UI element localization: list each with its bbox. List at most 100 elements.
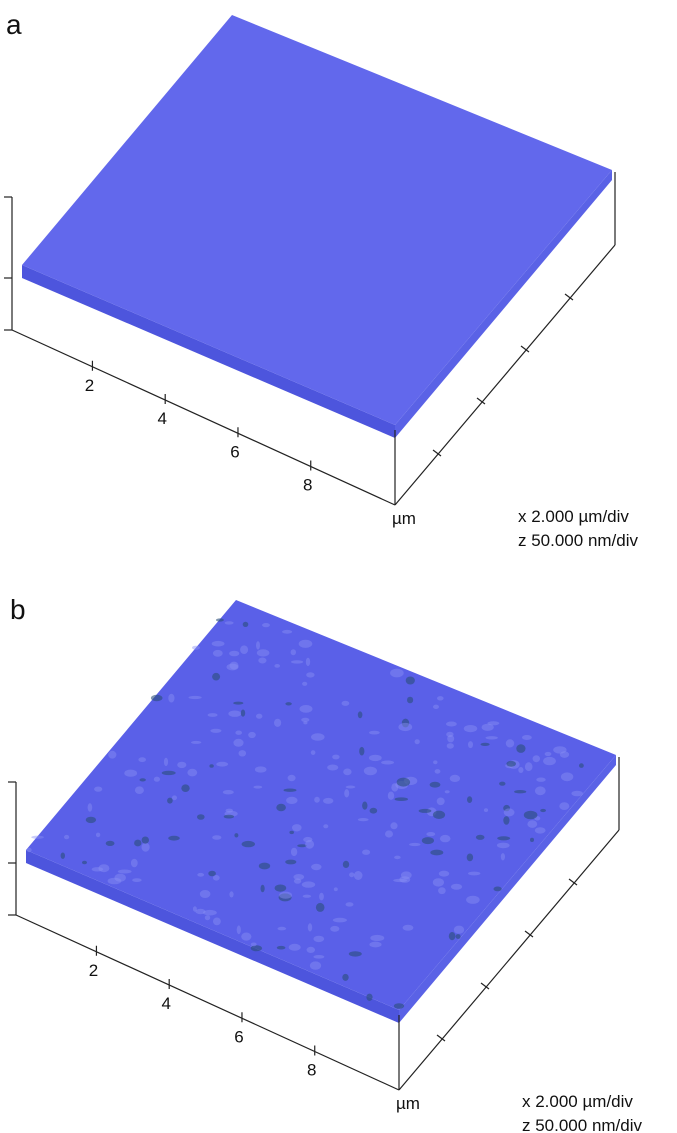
- surface-bump: [302, 682, 307, 686]
- surface-bump: [366, 994, 372, 1001]
- surface-bump: [235, 731, 242, 735]
- surface-bump: [229, 651, 239, 657]
- surface-bump: [240, 645, 248, 654]
- surface-bump: [369, 942, 381, 948]
- surface-bump: [212, 835, 221, 840]
- surface-bump: [430, 782, 441, 788]
- surface-bump: [293, 874, 304, 880]
- surface-bump: [456, 934, 461, 939]
- surface-bump: [385, 830, 393, 837]
- surface-bump: [533, 755, 540, 762]
- surface-bump: [354, 871, 363, 880]
- surface-bump: [106, 841, 115, 846]
- surface-bump: [248, 732, 256, 738]
- surface-bump: [213, 875, 220, 881]
- surface-bump: [346, 902, 354, 906]
- surface-bump: [115, 874, 126, 882]
- surface-bump: [535, 827, 546, 833]
- x-tick-label: 8: [307, 1061, 316, 1080]
- surface-top: [26, 600, 616, 1010]
- surface-bump: [274, 664, 280, 668]
- surface-bump: [124, 770, 137, 777]
- surface-bump: [291, 848, 297, 856]
- surface-bump: [433, 878, 444, 886]
- surface-bump: [243, 622, 249, 627]
- panel-label: a: [6, 9, 22, 40]
- panel: b2468µmx 2.000 µm/divz 50.000 nm/div: [8, 594, 643, 1133]
- surface-bump: [284, 789, 297, 792]
- surface-bump: [466, 896, 480, 904]
- surface-bump: [88, 803, 93, 811]
- surface-bump: [535, 786, 546, 795]
- scale-z: z 50.000 nm/div: [518, 531, 639, 550]
- surface-bump: [233, 739, 243, 747]
- surface-bump: [282, 630, 292, 634]
- surface-bump: [579, 763, 584, 768]
- surface-bump: [251, 945, 262, 951]
- surface-bump: [167, 798, 173, 804]
- surface-bump: [285, 702, 291, 705]
- scale-x: x 2.000 µm/div: [522, 1092, 633, 1111]
- surface-bump: [151, 695, 163, 701]
- surface-bump: [435, 769, 441, 774]
- surface-bump: [323, 798, 333, 804]
- surface-bump: [327, 765, 338, 771]
- surface-bump: [233, 702, 243, 705]
- surface-bump: [61, 853, 65, 859]
- panel: a2468µmx 2.000 µm/divz 50.000 nm/div: [4, 9, 639, 550]
- surface-bump: [164, 758, 168, 766]
- surface-bump: [212, 673, 220, 681]
- surface-bump: [242, 841, 255, 847]
- surface-bump: [311, 750, 316, 755]
- surface-bump: [142, 837, 149, 844]
- surface-bump: [369, 755, 382, 761]
- surface-bump: [292, 824, 302, 831]
- surface-bump: [560, 751, 569, 758]
- surface-bump: [349, 872, 354, 877]
- surface-bump: [407, 697, 413, 704]
- surface-bump: [223, 790, 234, 794]
- surface-bump: [277, 946, 286, 950]
- surface-bump: [467, 796, 472, 803]
- surface-bump: [319, 893, 324, 901]
- surface-bump: [525, 762, 533, 771]
- surface-bump: [454, 926, 464, 934]
- surface-bump: [208, 713, 218, 717]
- panel-label: b: [10, 594, 26, 625]
- surface-bump: [94, 787, 102, 792]
- surface-bump: [177, 762, 186, 768]
- surface-bump: [438, 887, 446, 894]
- surface-bump: [450, 775, 460, 782]
- surface-bump: [300, 705, 313, 713]
- surface-bump: [86, 817, 96, 823]
- surface-bump: [503, 816, 509, 825]
- surface-bump: [305, 840, 314, 849]
- surface-bump: [330, 926, 339, 932]
- surface-bump: [256, 641, 260, 649]
- surface-bump: [216, 762, 228, 767]
- surface-bump: [213, 650, 223, 657]
- surface-bump: [415, 739, 420, 744]
- surface-bump: [391, 783, 398, 791]
- surface-bump: [364, 767, 377, 776]
- surface-bump: [394, 856, 401, 860]
- surface-bump: [504, 808, 515, 816]
- surface-bump: [524, 811, 538, 820]
- figure: a2468µmx 2.000 µm/divz 50.000 nm/divb246…: [0, 0, 677, 1133]
- surface-bump: [433, 760, 437, 764]
- surface-bump: [27, 848, 32, 852]
- surface-bump: [291, 660, 303, 663]
- surface-bump: [433, 705, 439, 709]
- surface-bump: [302, 881, 315, 887]
- surface-bump: [237, 925, 241, 934]
- surface-bump: [241, 933, 251, 941]
- surface-bump: [209, 764, 213, 768]
- surface-bump: [486, 736, 498, 739]
- surface-bump: [168, 836, 180, 841]
- surface-bump: [134, 840, 141, 847]
- surface-bump: [362, 850, 370, 855]
- surface-bump: [447, 743, 454, 749]
- surface-bump: [314, 797, 320, 803]
- surface-bump: [229, 891, 233, 897]
- surface-bump: [187, 769, 197, 777]
